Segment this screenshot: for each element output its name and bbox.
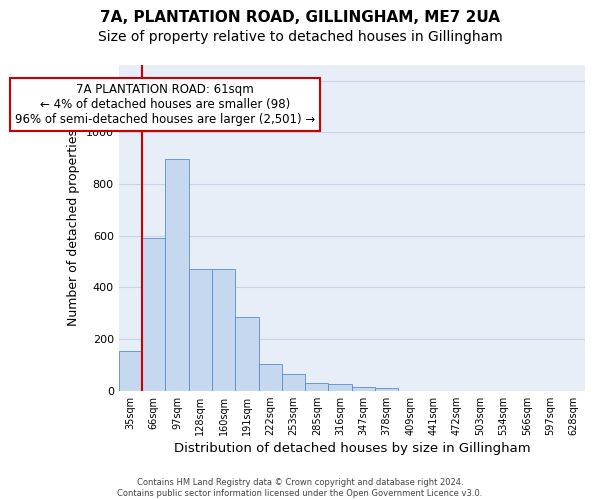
Y-axis label: Number of detached properties: Number of detached properties [67, 130, 80, 326]
Bar [282, 374, 305, 390]
Bar [259, 364, 282, 390]
Bar [328, 384, 352, 390]
Text: 7A PLANTATION ROAD: 61sqm
← 4% of detached houses are smaller (98)
96% of semi-d: 7A PLANTATION ROAD: 61sqm ← 4% of detach… [15, 83, 316, 126]
Bar [119, 350, 142, 391]
Bar [375, 388, 398, 390]
Bar [352, 387, 375, 390]
Bar [142, 238, 165, 390]
Text: Size of property relative to detached houses in Gillingham: Size of property relative to detached ho… [98, 30, 502, 44]
Bar [235, 317, 259, 390]
Bar [165, 160, 188, 390]
Bar [188, 269, 212, 390]
Text: 7A, PLANTATION ROAD, GILLINGHAM, ME7 2UA: 7A, PLANTATION ROAD, GILLINGHAM, ME7 2UA [100, 10, 500, 25]
Bar [305, 383, 328, 390]
X-axis label: Distribution of detached houses by size in Gillingham: Distribution of detached houses by size … [173, 442, 530, 455]
Bar [212, 269, 235, 390]
Text: Contains HM Land Registry data © Crown copyright and database right 2024.
Contai: Contains HM Land Registry data © Crown c… [118, 478, 482, 498]
